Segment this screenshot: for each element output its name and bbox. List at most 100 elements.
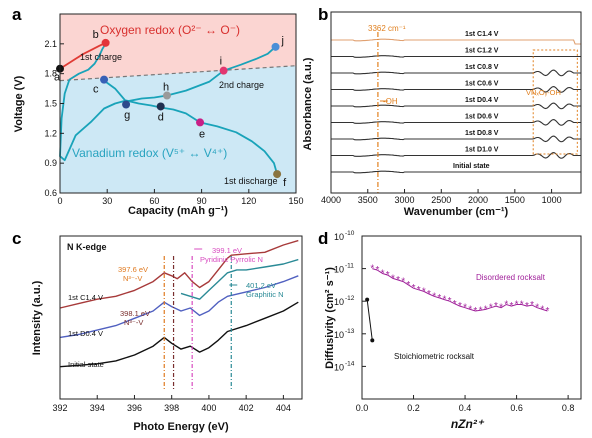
disordered-point-24: * <box>494 301 498 312</box>
point-e <box>196 118 205 127</box>
y-tick-label--10: 10 <box>334 232 344 242</box>
panel-d: d * * * * * * * * * * * * * * * * * * * * * * * * * * * * * * * * * * * 0.… <box>318 229 582 431</box>
ftir-label-3: 1st C0.6 V <box>465 81 499 88</box>
x-tick-label-90: 90 <box>197 196 207 206</box>
xas-trace-1 <box>180 258 299 300</box>
x-tick-label-0: 0.0 <box>356 403 369 413</box>
trace-init-label: Initial state <box>68 360 104 369</box>
oh-marker-label: -OH <box>383 97 398 106</box>
y-tick-label--13: 10 <box>334 330 344 340</box>
point-g <box>122 100 131 109</box>
ftir-trace-6 <box>331 135 581 143</box>
ftir-label-8: Initial state <box>453 163 490 170</box>
ftir-label-0: 1st C1.4 V <box>465 31 499 38</box>
point-i <box>219 66 228 75</box>
ftir-trace-3 <box>331 86 581 93</box>
panel-c-ticks: 392 394 396 398 400 402 404 <box>52 395 291 413</box>
point-label-d: d <box>158 111 164 123</box>
disordered-point-1: * <box>376 265 380 276</box>
point-b <box>101 38 110 47</box>
ftir-trace-5 <box>331 119 581 126</box>
boundary-dashed-line <box>59 65 297 82</box>
x-tick-label-0.6: 0.6 <box>510 403 523 413</box>
ann-pyridinic: Pyridinic Pyrrolic N <box>200 255 263 264</box>
y-tick-label--12: 10 <box>334 297 344 307</box>
panel-a-xlabel: Capacity (mAh g⁻¹) <box>128 205 228 217</box>
disordered-point-12: * <box>432 291 436 302</box>
vanadium-redox-label: Vanadium redox (V⁵⁺ ↔ V⁴⁺) <box>72 146 227 160</box>
stoich-point-1 <box>370 338 375 343</box>
panel-b-ticks: 4000 3500 3000 2500 2000 1500 1000 <box>321 189 562 205</box>
y-tick-label-0.9: 0.9 <box>44 158 57 168</box>
panel-c-frame <box>59 235 303 400</box>
x-tick-label-3000: 3000 <box>395 195 415 205</box>
ftir-label-7: 1st D1.0 V <box>465 147 499 154</box>
x-tick-label-402: 402 <box>239 403 254 413</box>
disordered-point-4: * <box>391 273 395 284</box>
ftir-trace-2 <box>331 69 581 77</box>
panel-a-ticks: 0 30 60 90 120 150 0.6 0.9 1.2 1.5 1.8 2.1 <box>44 39 303 206</box>
x-tick-label-2500: 2500 <box>431 195 451 205</box>
x-tick-label-394: 394 <box>90 403 105 413</box>
ftir-trace-7 <box>331 152 581 159</box>
x-tick-label-400: 400 <box>201 403 216 413</box>
y-tick-label--11: 10 <box>334 265 344 275</box>
disordered-point-23: * <box>489 303 493 314</box>
disordered-point-34: * <box>546 306 550 317</box>
y-tick-label-1.2: 1.2 <box>44 128 57 138</box>
panel-b-plot: 1st C1.4 V 1st C1.2 V 1st C0.8 V 1st C0.6 V… <box>331 31 581 193</box>
disordered-point-7: * <box>406 280 410 291</box>
disordered-point-15: * <box>448 296 452 307</box>
point-label-i: i <box>220 56 222 68</box>
panel-d-label: d <box>318 229 328 248</box>
x-tick-label-0: 0 <box>57 196 62 206</box>
disordered-point-2: * <box>381 268 385 279</box>
panel-d-plot: * * * * * * * * * * * * * * * * * * * * * * * * * * * * * * * * * * * <box>365 264 550 343</box>
vanadium-region <box>60 65 296 193</box>
point-label-c: c <box>93 84 99 96</box>
disordered-point-29: * <box>520 299 524 310</box>
point-label-g: g <box>124 109 130 121</box>
point-label-a: a <box>54 72 61 84</box>
disordered-point-8: * <box>412 283 416 294</box>
panel-a-ylabel: Voltage (V) <box>13 75 25 132</box>
point-label-h: h <box>163 82 169 94</box>
panel-d-frame <box>361 235 582 400</box>
disordered-point-6: * <box>401 277 405 288</box>
x-tick-label-0.4: 0.4 <box>459 403 472 413</box>
panel-a-label: a <box>12 5 22 24</box>
x-tick-label-398: 398 <box>164 403 179 413</box>
point-label-b: b <box>93 29 99 41</box>
ftir-label-5: 1st D0.6 V <box>465 114 499 121</box>
disordered-point-32: * <box>535 303 539 314</box>
x-tick-label-150: 150 <box>288 196 303 206</box>
ann-397-6-b: N³⁻-V <box>123 274 142 283</box>
trace-c14-label: 1st C1.4 V <box>68 293 103 302</box>
stoich-line <box>366 299 373 341</box>
oxygen-redox-label: Oxygen redox (O²⁻ ↔ O⁻) <box>100 23 240 37</box>
ftir-trace-0 <box>331 38 581 45</box>
disordered-point-21: * <box>479 305 483 316</box>
panel-b-ylabel: Absorbance (a.u.) <box>302 57 314 150</box>
panel-d-xlabel: nZn²⁺ <box>451 417 485 431</box>
point-label-f: f <box>283 177 287 189</box>
trace-d04-label: 1st D0.4 V <box>68 329 103 338</box>
point-label-e: e <box>199 128 205 140</box>
x-tick-label-392: 392 <box>52 403 67 413</box>
point-f <box>273 170 282 179</box>
x-tick-label-30: 30 <box>102 196 112 206</box>
disordered-point-14: * <box>442 295 446 306</box>
point-d <box>156 102 165 111</box>
disordered-label: Disordered rocksalt <box>476 273 546 282</box>
xas-trace-2 <box>59 275 299 339</box>
x-tick-label-0.8: 0.8 <box>562 403 575 413</box>
x-tick-label-404: 404 <box>276 403 291 413</box>
x-tick-label-2000: 2000 <box>468 195 488 205</box>
y-tick-exp--10: -10 <box>345 230 355 237</box>
x-tick-label-4000: 4000 <box>321 195 341 205</box>
disordered-point-26: * <box>504 299 508 310</box>
y-tick-exp--13: -13 <box>345 328 355 335</box>
y-tick-exp--14: -14 <box>345 360 355 367</box>
xas-trace-3 <box>59 301 299 368</box>
